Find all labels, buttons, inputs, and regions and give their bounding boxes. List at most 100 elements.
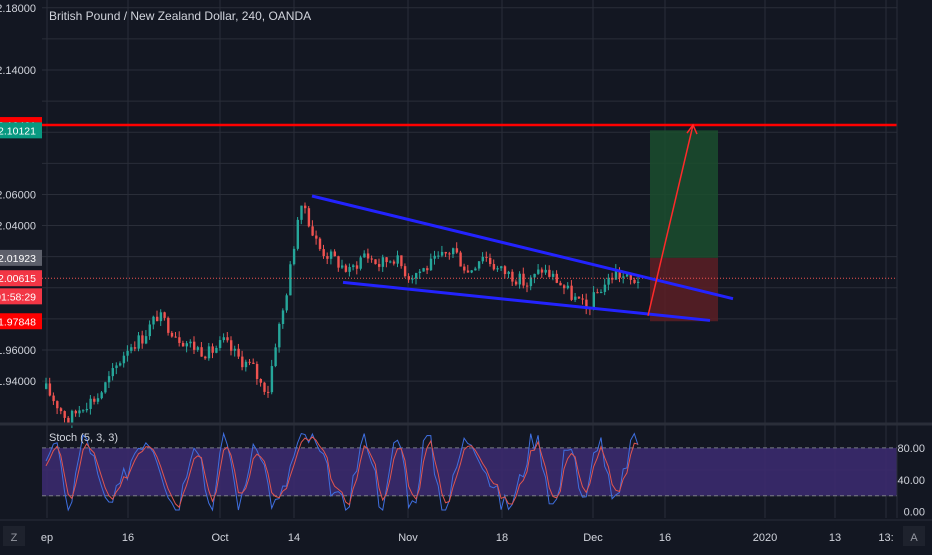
candle-body — [507, 271, 510, 275]
candle-body — [426, 268, 429, 271]
candle-body — [348, 267, 351, 272]
price-badge-label: 2.01923 — [0, 253, 36, 265]
candle-body — [230, 340, 233, 351]
candle-body — [566, 285, 570, 289]
candle-body — [318, 238, 322, 250]
profit-zone[interactable] — [650, 130, 718, 258]
candle-body — [437, 255, 440, 257]
candle-body — [56, 401, 59, 409]
candle-body — [429, 258, 433, 271]
candle-body — [170, 332, 174, 337]
loss-zone[interactable] — [650, 257, 718, 322]
candle-body — [448, 253, 451, 255]
candle-body — [492, 264, 496, 270]
candle-body — [104, 382, 107, 393]
candle-body — [489, 257, 492, 265]
candle-body — [119, 363, 122, 366]
candle-body — [581, 298, 584, 300]
candle-body — [267, 391, 270, 393]
candle-body — [218, 340, 222, 348]
footer-logo[interactable]: Z — [3, 526, 25, 546]
candle-body — [63, 411, 66, 418]
auto-scale-button[interactable]: A — [903, 526, 925, 546]
candle-body — [222, 337, 225, 341]
candle-body — [577, 296, 581, 299]
candle-body — [396, 255, 399, 264]
y-tick-label: 1.96000 — [0, 345, 36, 357]
y-tick-label: 2.18000 — [0, 3, 36, 15]
price-badge — [0, 270, 42, 287]
candle-body — [141, 335, 144, 344]
candle-body — [111, 368, 114, 377]
price-badge — [0, 288, 42, 305]
candle-body — [289, 264, 292, 296]
x-tick-label: Dec — [583, 532, 603, 544]
candle-body — [363, 253, 366, 258]
candle-body — [463, 266, 466, 271]
candle-body — [311, 226, 314, 236]
candle-body — [270, 366, 274, 393]
candle-body — [263, 382, 266, 392]
candle-body — [522, 273, 525, 286]
candle-body — [366, 253, 370, 259]
candle-body — [285, 295, 288, 311]
candle-body — [352, 265, 355, 268]
candle-body — [400, 255, 403, 267]
candle-body — [130, 347, 133, 351]
candle-body — [603, 284, 607, 292]
candle-body — [403, 266, 407, 277]
candle-body — [381, 257, 385, 267]
grid — [42, 0, 897, 518]
candle-body — [633, 279, 636, 283]
candle-body — [607, 277, 610, 285]
candle-body — [292, 248, 296, 265]
candle-body — [422, 268, 425, 272]
candle-body — [452, 248, 455, 255]
x-tick-label: 13: — [878, 532, 893, 544]
candle-body — [181, 342, 185, 347]
candle-body — [459, 252, 462, 267]
candle-body — [625, 274, 629, 277]
candle-body — [274, 347, 277, 367]
x-tick-label: Nov — [398, 532, 418, 544]
candle-body — [204, 356, 207, 359]
candle-body — [455, 248, 459, 253]
candle-body — [126, 350, 129, 356]
price-badge-label: 2.10121 — [0, 125, 36, 137]
projection-arrow[interactable] — [647, 124, 694, 316]
y-tick-label: 1.94000 — [0, 376, 36, 388]
x-tick-label: ep — [41, 532, 53, 544]
candle-body — [529, 277, 533, 287]
candle-body — [70, 410, 74, 423]
candle-body — [96, 398, 100, 402]
candle-body — [637, 281, 640, 283]
candle-body — [378, 264, 381, 267]
stoch-tick-label: 0.00 — [904, 507, 925, 519]
candle-body — [281, 310, 285, 325]
candle-body — [322, 249, 325, 257]
candle-body — [193, 341, 196, 350]
candle-body — [252, 362, 255, 365]
candle-body — [537, 269, 540, 274]
candle-body — [78, 410, 81, 414]
stoch-tick-label: 80.00 — [897, 443, 925, 455]
candle-body — [481, 256, 484, 262]
candle-body — [237, 348, 240, 357]
candle-body — [596, 292, 599, 294]
candle-body — [89, 398, 92, 409]
candle-body — [248, 361, 251, 363]
candle-body — [574, 296, 577, 300]
y-tick-label: 2.06000 — [0, 189, 36, 201]
candles — [45, 202, 640, 428]
candle-body — [244, 361, 248, 368]
candle-body — [45, 383, 48, 389]
y-tick-label: 2.14000 — [0, 65, 36, 77]
candle-body — [148, 324, 151, 337]
candle-body — [278, 324, 281, 348]
candle-body — [544, 269, 547, 273]
indicator-label: Stoch (5, 3, 3) — [49, 432, 118, 444]
upper-trendline[interactable] — [311, 194, 734, 301]
candle-body — [592, 292, 595, 310]
